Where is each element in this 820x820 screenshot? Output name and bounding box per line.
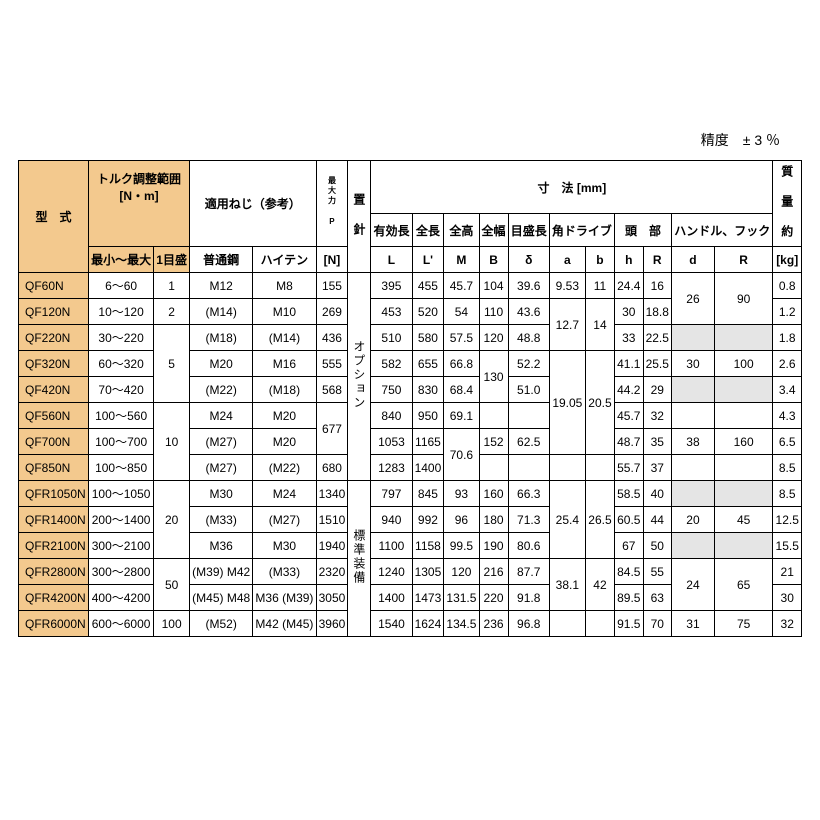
indicator-standard: 標準装備 (351, 529, 368, 585)
model-cell: QF60N (19, 273, 89, 299)
spec-table: 型 式 トルク調整範囲[N・m] 適用ねじ（参考） 最大力 P 置 針 寸 法 … (18, 160, 802, 637)
head-torque: トルク調整範囲[N・m] (88, 161, 189, 214)
head-dim: 寸 法 [mm] (371, 161, 773, 214)
head-indicator: 置 針 (348, 161, 371, 273)
accuracy-label: 精度 ± 3 ％ (701, 130, 780, 150)
indicator-option: オプション (351, 340, 368, 410)
table-body: QF60N 6～601 M12M8155 オプション 39545545.7104… (19, 273, 802, 637)
head-screw: 適用ねじ（参考） (190, 161, 317, 247)
head-mass: 質 量 約 (773, 161, 802, 247)
head-model: 型 式 (19, 161, 89, 273)
head-limit: 最大力 P (316, 161, 348, 247)
